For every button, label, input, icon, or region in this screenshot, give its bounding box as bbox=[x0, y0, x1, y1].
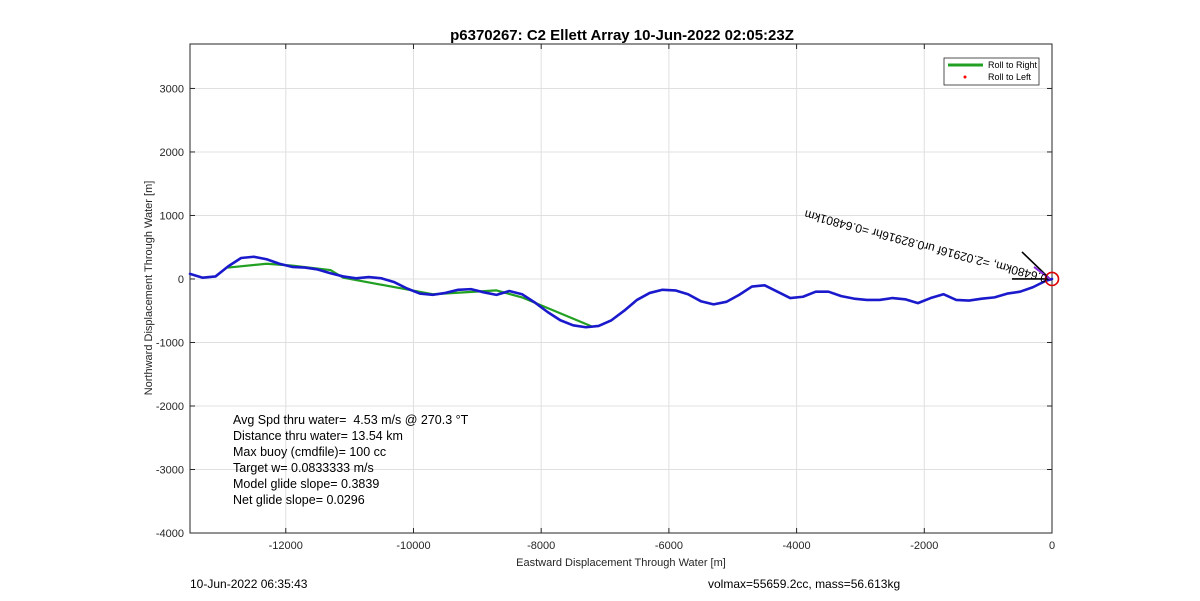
grid bbox=[190, 44, 1053, 534]
legend-box bbox=[943, 57, 1040, 86]
mass-info: volmax=55659.2cc, mass=56.613kg bbox=[708, 577, 901, 591]
plot-area bbox=[189, 43, 1053, 534]
x-tick-label: -2000 bbox=[910, 540, 938, 552]
velocity-arrow bbox=[1033, 266, 1051, 280]
info-target-w: Target w= 0.0833333 m/s bbox=[233, 461, 374, 475]
x-tick-label: -4000 bbox=[783, 540, 811, 552]
x-tick-label: -8000 bbox=[527, 540, 555, 552]
rotated-label: 0.6480km, =2.02916f ur0.82916hr =0.64801… bbox=[803, 207, 1049, 285]
timestamp: 10-Jun-2022 06:35:43 bbox=[190, 577, 308, 591]
x-tick-label: -6000 bbox=[655, 540, 683, 552]
x-tick-label: 0 bbox=[1049, 540, 1055, 552]
y-tick-label: 2000 bbox=[160, 147, 184, 159]
series-group bbox=[188, 255, 1054, 329]
x-tick-label: -12000 bbox=[269, 540, 303, 552]
legend-label-roll-right: Roll to Right bbox=[988, 60, 1038, 70]
series-track-line bbox=[188, 255, 1054, 329]
y-tick-label: -2000 bbox=[156, 401, 184, 413]
info-net-glide: Net glide slope= 0.0296 bbox=[233, 493, 365, 507]
y-tick-label: -3000 bbox=[156, 464, 184, 476]
y-axis-label: Northward Displacement Through Water [m] bbox=[143, 181, 155, 396]
y-tick-label: -4000 bbox=[156, 528, 184, 540]
legend: Roll to Right Roll to Left bbox=[943, 57, 1040, 86]
info-distance: Distance thru water= 13.54 km bbox=[233, 429, 403, 443]
y-tick-label: -1000 bbox=[156, 337, 184, 349]
info-model-glide: Model glide slope= 0.3839 bbox=[233, 477, 380, 491]
annotations: 0.6480km, =2.02916f ur0.82916hr =0.64801… bbox=[803, 207, 1060, 287]
summary-text: Avg Spd thru water= 4.53 m/s @ 270.3 °T … bbox=[233, 412, 468, 508]
info-max-buoy: Max buoy (cmdfile)= 100 cc bbox=[233, 445, 387, 459]
y-tick-label: 0 bbox=[178, 274, 184, 286]
x-tick-label: -10000 bbox=[396, 540, 430, 552]
axis-ticks: -12000 -10000 -8000 -6000 -4000 -2000 0-4000-3… bbox=[156, 44, 1055, 552]
series-roll-right-line bbox=[227, 262, 594, 328]
info-avg-speed: Avg Spd thru water= 4.53 m/s @ 270.3 °T bbox=[233, 413, 469, 427]
chart-title: p6370267: C2 Ellett Array 10-Jun-2022 02… bbox=[450, 27, 794, 44]
legend-dot-roll-left bbox=[963, 75, 967, 79]
y-tick-label: 3000 bbox=[160, 83, 184, 95]
x-axis-label: Eastward Displacement Through Water [m] bbox=[516, 557, 726, 569]
y-tick-label: 1000 bbox=[160, 210, 184, 222]
legend-label-roll-left: Roll to Left bbox=[988, 72, 1032, 82]
end-marker-circle bbox=[1044, 271, 1060, 287]
